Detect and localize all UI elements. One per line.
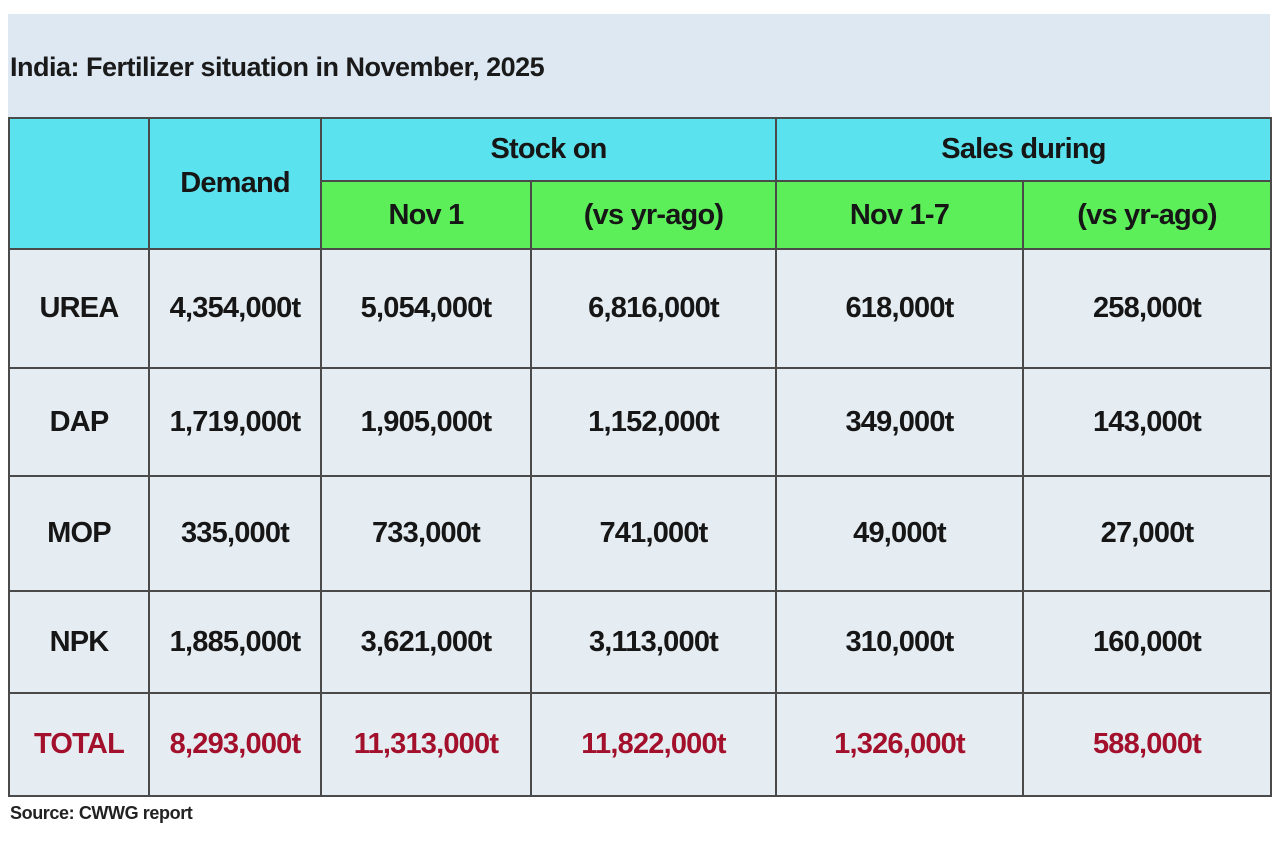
subheader-cell: (vs yr-ago) [1021, 180, 1273, 250]
table-cell: 11,822,000t [530, 692, 777, 797]
subheader-cell: (vs yr-ago) [530, 180, 777, 250]
table-cell: 27,000t [1021, 475, 1273, 592]
table-cell: 1,719,000t [148, 367, 322, 477]
subheader-cell: Nov 1-7 [775, 180, 1024, 250]
table-cell: 160,000t [1021, 590, 1273, 694]
table-cell: 335,000t [148, 475, 322, 592]
row-label: TOTAL [8, 692, 150, 797]
table-row: UREA 4,354,000t 5,054,000t 6,816,000t 618,00… [8, 248, 1273, 369]
table-cell: 258,000t [1021, 248, 1273, 369]
table-cell: 618,000t [775, 248, 1024, 369]
table-cell: 310,000t [775, 590, 1024, 694]
table-cell: 588,000t [1021, 692, 1273, 797]
table-cell: 1,905,000t [320, 367, 532, 477]
row-label: MOP [8, 475, 150, 592]
row-label: NPK [8, 590, 150, 694]
table-cell: 143,000t [1021, 367, 1273, 477]
table-cell: 4,354,000t [148, 248, 322, 369]
subheader-cell: Nov 1 [320, 180, 532, 250]
table-cell: 1,885,000t [148, 590, 322, 694]
table-cell: 3,621,000t [320, 590, 532, 694]
fertilizer-table: Demand Stock on Sales during Nov 1 (vs y… [8, 117, 1273, 797]
table-row: TOTAL 8,293,000t 11,313,000t 11,822,000t 1,3… [8, 692, 1273, 797]
table-cell: 733,000t [320, 475, 532, 592]
header-cell: Demand [148, 117, 322, 250]
table-row: NPK 1,885,000t 3,621,000t 3,113,000t 310,000… [8, 590, 1273, 694]
table-row: DAP 1,719,000t 1,905,000t 1,152,000t 349,000… [8, 367, 1273, 477]
header-cell: Sales during [774, 117, 1273, 182]
table-row: MOP 335,000t 733,000t 741,000t 49,000t 27,000… [8, 475, 1273, 592]
table-cell: 6,816,000t [530, 248, 777, 369]
table-cell: 49,000t [775, 475, 1024, 592]
table-cell: 3,113,000t [530, 590, 777, 694]
table-cell: 741,000t [530, 475, 777, 592]
table-cell: 1,326,000t [775, 692, 1024, 797]
row-label: UREA [8, 248, 150, 369]
source-note: Source: CWWG report [10, 803, 193, 823]
table-cell: 1,152,000t [530, 367, 777, 477]
table-body: UREA 4,354,000t 5,054,000t 6,816,000t 618,00… [8, 248, 1273, 797]
table-cell: 349,000t [775, 367, 1024, 477]
corner-cell [8, 117, 150, 250]
title: India: Fertilizer situation in November,… [10, 52, 545, 82]
title-band [8, 14, 1270, 117]
table-cell: 11,313,000t [320, 692, 532, 797]
table-cell: 5,054,000t [320, 248, 532, 369]
table-cell: 8,293,000t [148, 692, 322, 797]
row-label: DAP [8, 367, 150, 477]
header-cell: Stock on [320, 117, 777, 182]
